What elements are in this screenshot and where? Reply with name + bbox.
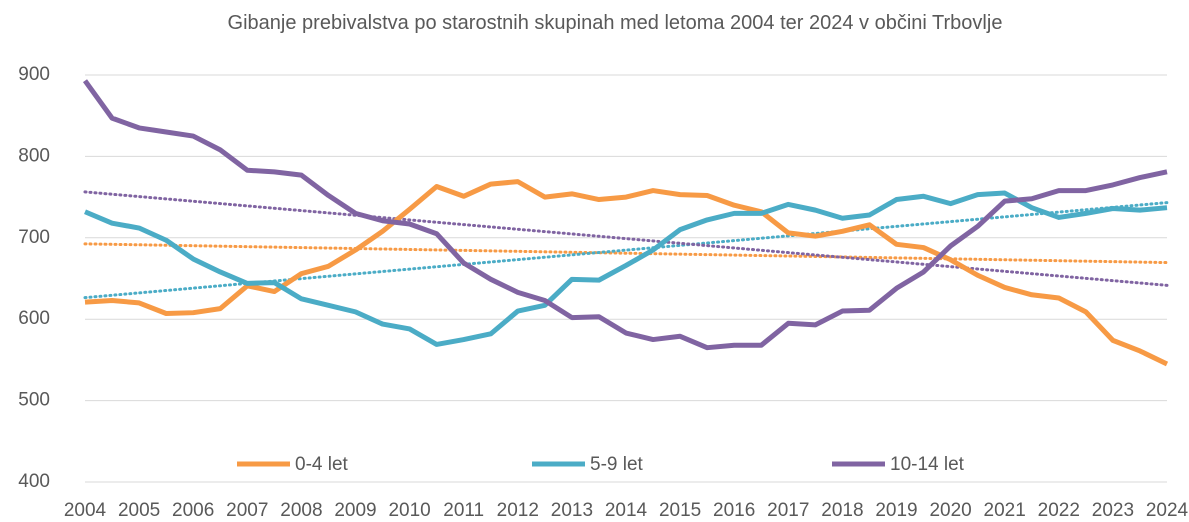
x-tick-label: 2015 [659,500,701,521]
x-tick-label: 2006 [172,500,214,521]
y-tick-label: 700 [18,227,50,248]
x-tick-label: 2016 [713,500,755,521]
y-tick-label: 500 [18,390,50,411]
legend-label: 10-14 let [890,454,965,475]
x-tick-label: 2011 [443,500,484,521]
trendline [83,242,1169,265]
chart-title: Gibanje prebivalstva po starostnih skupi… [227,12,1003,34]
y-tick-label: 800 [18,145,50,166]
x-tick-label: 2021 [984,500,1026,521]
x-tick-label: 2010 [388,500,430,521]
line-series [84,179,1169,367]
x-tick-label: 2017 [767,500,809,521]
x-tick-label: 2013 [551,500,593,521]
x-tick-label: 2022 [1038,500,1080,521]
x-tick-label: 2009 [334,500,376,521]
x-tick-label: 2007 [226,500,268,521]
x-tick-label: 2018 [821,500,863,521]
x-tick-label: 2012 [497,500,539,521]
x-tick-label: 2005 [118,500,160,521]
x-tick-label: 2020 [929,500,971,521]
x-tick-label: 2019 [875,500,917,521]
x-tick-label: 2004 [64,500,107,521]
line-series [82,79,1168,351]
x-tick-label: 2023 [1092,500,1134,521]
x-tick-label: 2024 [1146,500,1189,521]
x-tick-label: 2014 [605,500,648,521]
legend-label: 0-4 let [295,454,349,475]
y-tick-label: 600 [18,308,50,329]
line-series [84,190,1168,347]
x-tick-label: 2008 [280,500,322,521]
y-tick-label: 900 [18,64,50,85]
trendline [83,190,1169,287]
y-tick-label: 400 [18,471,50,492]
legend-label: 5-9 let [590,454,644,475]
